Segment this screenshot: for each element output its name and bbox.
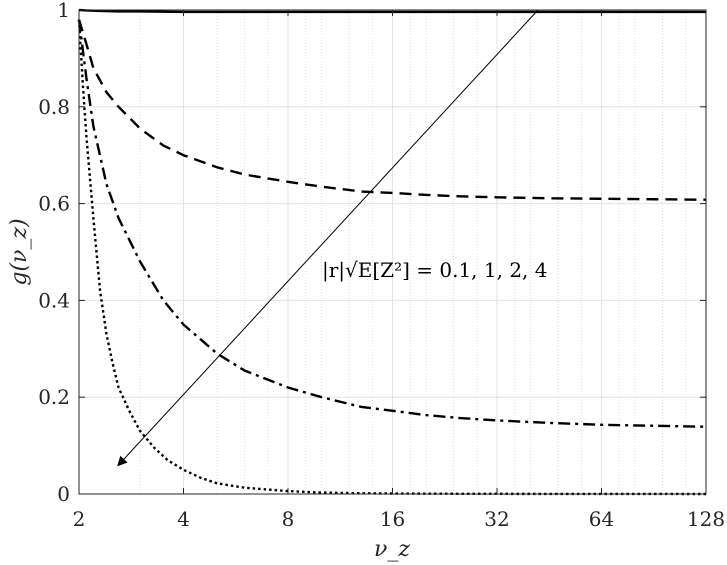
x-tick-label: 2: [73, 507, 86, 531]
y-tick-labels: 0 0.2 0.4 0.6 0.8 1: [38, 0, 70, 506]
annotation-text: |r|√E[Z²] = 0.1, 1, 2, 4: [322, 258, 548, 283]
x-tick-label: 4: [177, 507, 190, 531]
y-tick-label: 0.2: [38, 385, 70, 409]
x-axis-label: ν_z: [374, 537, 410, 562]
y-tick-label: 0.6: [38, 192, 70, 216]
x-tick-label: 64: [589, 507, 614, 531]
ticks: [78, 9, 707, 495]
series-line-solid: [78, 8, 706, 14]
y-tick-label: 1: [57, 0, 70, 22]
x-tick-label: 128: [687, 507, 725, 531]
y-tick-label: 0: [57, 482, 70, 506]
x-tick-labels: 2 4 8 16 32 64 128: [73, 507, 725, 531]
x-tick-label: 8: [282, 507, 295, 531]
x-tick-label: 16: [380, 507, 405, 531]
annotation-layer: |r|√E[Z²] = 0.1, 1, 2, 4: [117, 9, 548, 467]
y-tick-label: 0.4: [38, 288, 70, 312]
series-line-dashed: [77, 19, 707, 201]
y-tick-label: 0.8: [38, 95, 70, 119]
x-tick-label: 32: [484, 507, 509, 531]
series-line-dashdot: [77, 19, 707, 428]
y-axis-label: g(ν_z): [7, 218, 32, 285]
annotation-arrow: [117, 9, 539, 467]
